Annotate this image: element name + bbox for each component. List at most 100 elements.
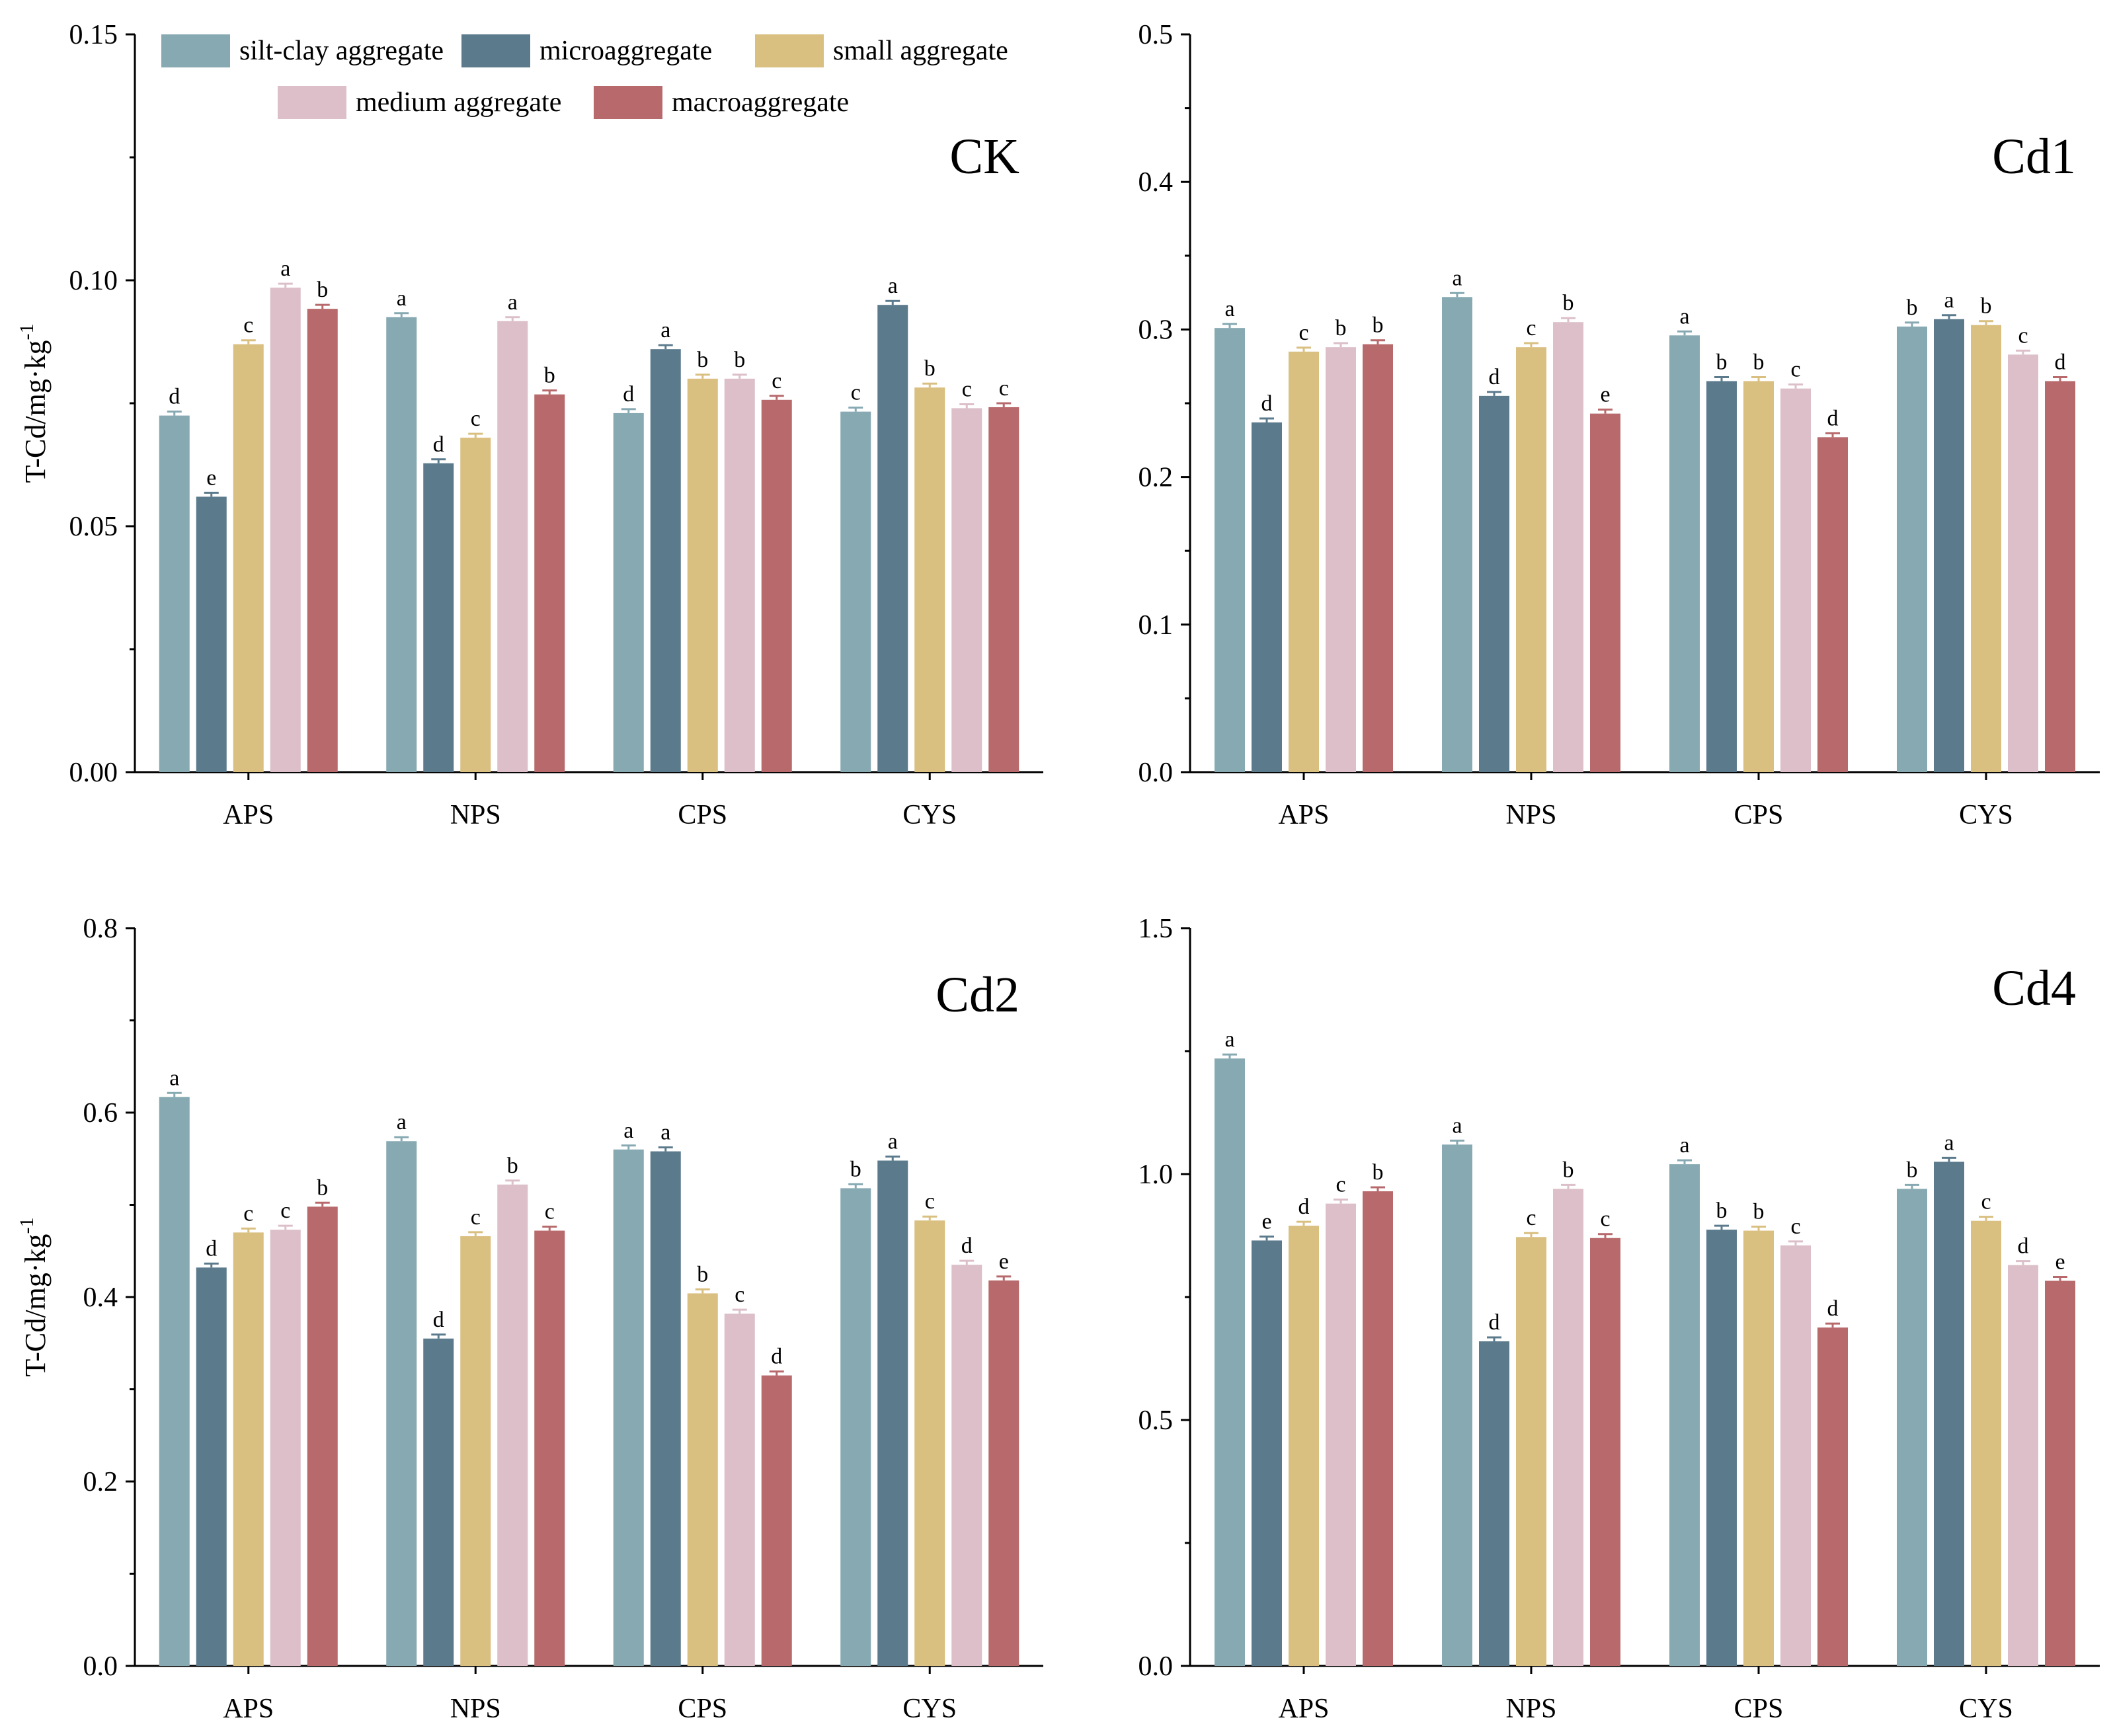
significance-letter: a: [1224, 297, 1234, 321]
significance-letter: e: [1600, 383, 1610, 407]
bar-cd2-cps-s2: [687, 1293, 718, 1666]
bar-ck-aps-s0: [159, 415, 190, 772]
panel-title-cd2: Cd2: [936, 967, 1019, 1023]
significance-letter: c: [962, 377, 972, 401]
x-tick-label-nps: NPS: [450, 1694, 501, 1724]
significance-letter: c: [471, 407, 481, 431]
y-tick-label: 0.2: [83, 1467, 118, 1497]
bar-cd2-cps-s3: [724, 1314, 755, 1666]
panel-ck: 0.00 0.05 0.10 0.15 APS d e c a b NPS a d c a b CPS d a b b c…: [16, 20, 1043, 830]
bar-cd2-aps-s0: [159, 1097, 190, 1666]
significance-letter: e: [999, 1249, 1009, 1274]
significance-letter: c: [545, 1200, 555, 1224]
significance-letter: c: [1298, 321, 1308, 345]
significance-letter: d: [961, 1234, 973, 1258]
bar-ck-cys-s2: [914, 387, 945, 772]
bar-cd1-aps-s2: [1289, 351, 1319, 772]
bar-cd2-cps-s4: [761, 1375, 792, 1666]
bar-cd4-cys-s3: [2008, 1265, 2038, 1666]
bar-cd2-aps-s4: [307, 1206, 338, 1666]
bar-cd1-nps-s1: [1479, 395, 1509, 772]
y-tick-label: 0.2: [1138, 463, 1174, 493]
legend-label: medium aggregate: [356, 87, 561, 118]
bar-cd4-nps-s4: [1590, 1238, 1620, 1666]
legend-item: microaggregate: [461, 34, 712, 67]
significance-letter: a: [888, 274, 898, 298]
y-tick-label: 0.0: [1138, 758, 1174, 788]
y-tick-label: 0.10: [69, 266, 118, 296]
bar-cd4-nps-s1: [1479, 1341, 1509, 1666]
significance-letter: c: [851, 381, 861, 405]
significance-letter: b: [1981, 294, 1992, 319]
bar-cd4-cps-s0: [1669, 1164, 1700, 1666]
legend-swatch: [755, 34, 824, 67]
significance-letter: b: [1907, 1158, 1918, 1182]
x-tick-label-nps: NPS: [1505, 800, 1556, 830]
bar-cd2-aps-s2: [233, 1232, 264, 1666]
significance-letter: a: [169, 1066, 179, 1090]
bar-cd1-cys-s4: [2045, 381, 2075, 772]
significance-letter: c: [1790, 358, 1800, 382]
bar-cd2-cys-s3: [951, 1265, 982, 1666]
legend-swatch: [594, 86, 662, 119]
significance-letter: e: [2055, 1249, 2065, 1274]
bar-cd1-aps-s0: [1215, 328, 1245, 773]
significance-letter: a: [1452, 1113, 1462, 1138]
significance-letter: c: [1526, 1206, 1536, 1230]
y-axis-label: T-Cd/mg·kg-1: [16, 324, 52, 483]
bar-ck-cps-s3: [724, 378, 755, 772]
bar-cd1-nps-s0: [1442, 297, 1472, 772]
significance-letter: b: [1373, 1160, 1384, 1185]
legend-swatch: [278, 86, 346, 119]
bar-cd4-aps-s3: [1326, 1203, 1356, 1666]
y-axis-label-superscript: -1: [16, 1218, 38, 1234]
bar-cd1-cps-s4: [1817, 437, 1848, 772]
y-axis-label-superscript: -1: [16, 324, 38, 340]
significance-letter: c: [735, 1282, 744, 1307]
bar-ck-cps-s4: [761, 399, 792, 772]
y-axis-label-text: T-Cd/mg·kg: [19, 340, 52, 483]
y-tick-label: 0.0: [1138, 1651, 1174, 1682]
significance-letter: c: [1981, 1190, 1991, 1214]
bar-cd2-nps-s2: [460, 1236, 491, 1666]
significance-letter: a: [623, 1119, 633, 1143]
significance-letter: b: [1336, 316, 1347, 340]
x-tick-label-nps: NPS: [1505, 1694, 1556, 1724]
bar-cd1-cys-s3: [2008, 354, 2038, 772]
significance-letter: b: [734, 348, 745, 372]
significance-letter: a: [888, 1130, 898, 1154]
significance-letter: d: [169, 385, 180, 409]
significance-letter: d: [1489, 1310, 1500, 1335]
significance-letter: c: [925, 1189, 935, 1214]
panel-cd2: 0.0 0.2 0.4 0.6 0.8 APS a d c c b NPS a d c b c CPS a a b c d C…: [16, 914, 1043, 1724]
legend-swatch: [461, 34, 530, 67]
significance-letter: b: [317, 278, 328, 302]
bar-cd2-nps-s4: [534, 1230, 565, 1666]
significance-letter: c: [1336, 1173, 1345, 1197]
bar-cd1-cps-s1: [1706, 381, 1737, 772]
significance-letter: b: [1716, 350, 1728, 375]
y-tick-label: 1.5: [1138, 914, 1174, 944]
legend: silt-clay aggregate microaggregate small a…: [161, 34, 1008, 119]
significance-letter: c: [1526, 316, 1536, 340]
panel-cd4: 0.0 0.5 1.0 1.5 APS a e d c b NPS a d c b c CPS a b b c d CYS b…: [1138, 914, 2100, 1724]
bar-cd1-aps-s3: [1326, 347, 1356, 772]
significance-letter: c: [772, 369, 781, 393]
significance-letter: a: [660, 1121, 670, 1145]
y-tick-label: 0.4: [83, 1282, 118, 1313]
significance-letter: d: [433, 1308, 444, 1332]
y-tick-label: 0.5: [1138, 20, 1174, 50]
bar-cd1-cps-s0: [1669, 335, 1700, 772]
bar-ck-nps-s1: [423, 463, 454, 772]
bar-ck-cys-s0: [840, 411, 871, 772]
y-tick-label: 0.0: [83, 1651, 118, 1682]
x-tick-label-cps: CPS: [678, 1694, 727, 1724]
significance-letter: d: [1489, 365, 1500, 389]
bar-cd4-aps-s0: [1215, 1058, 1245, 1666]
legend-label: silt-clay aggregate: [239, 36, 444, 66]
significance-letter: b: [544, 364, 555, 388]
bar-cd2-nps-s3: [497, 1184, 528, 1666]
bar-cd4-cys-s4: [2045, 1281, 2075, 1666]
